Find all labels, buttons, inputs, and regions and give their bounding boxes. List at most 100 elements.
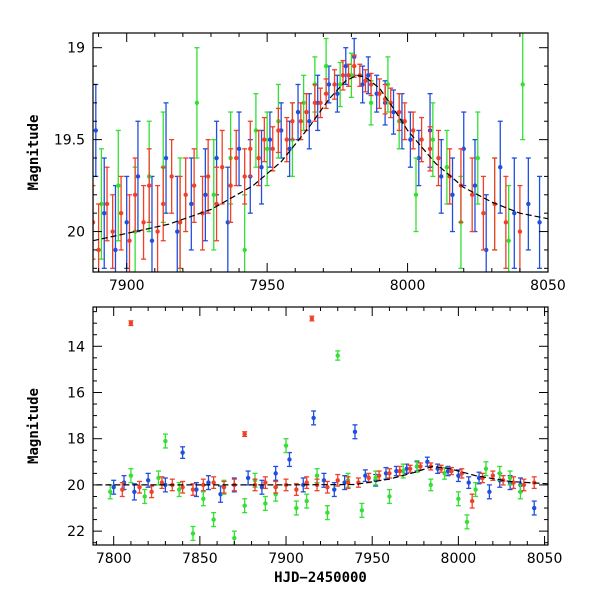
data-point (163, 102, 169, 214)
data-point (242, 431, 248, 438)
data-point (376, 78, 382, 110)
data-point (407, 111, 413, 168)
data-point (289, 102, 295, 141)
series-3 (93, 54, 523, 272)
data-point (430, 102, 436, 178)
data-point (245, 470, 251, 486)
data-point (98, 148, 104, 260)
data-point (475, 111, 481, 205)
data-point (221, 480, 227, 494)
data-point (417, 462, 423, 471)
data-point (365, 56, 371, 95)
data-point (242, 194, 248, 272)
data-point (407, 464, 413, 473)
data-point (303, 93, 309, 132)
data-point (368, 72, 374, 97)
x-tick-label: 7800 (96, 551, 132, 567)
data-point (435, 129, 441, 187)
data-point (205, 475, 211, 491)
x-tick-label: 7850 (182, 551, 218, 567)
data-point (506, 184, 512, 272)
data-point (190, 525, 196, 542)
data-point (334, 74, 340, 113)
y-tick-label: 19.5 (54, 133, 85, 149)
data-point (233, 129, 239, 187)
data-point (517, 484, 523, 500)
plot-area-2 (96, 315, 548, 545)
y-tick-label: 16 (67, 385, 85, 401)
data-point (352, 424, 358, 440)
data-point (464, 514, 470, 530)
data-point (335, 473, 341, 487)
data-point (497, 120, 503, 214)
data-point (293, 500, 299, 516)
data-point (104, 166, 110, 242)
data-point (301, 74, 307, 132)
data-point (537, 175, 543, 269)
chart-panel-1: 7900 7950 8000 8050 19 19.5 20 Magnitude (26, 32, 566, 294)
data-point (383, 466, 389, 480)
data-point (507, 470, 513, 486)
data-point (219, 129, 225, 205)
data-point (128, 468, 134, 484)
data-point (444, 129, 450, 205)
data-point (483, 461, 489, 477)
data-point (261, 116, 267, 163)
data-point (284, 116, 290, 163)
data-point (511, 476, 517, 490)
data-point (110, 194, 116, 269)
data-point (264, 111, 270, 187)
data-point (469, 157, 475, 233)
data-point (345, 476, 351, 490)
data-point (335, 350, 341, 361)
data-point (273, 480, 279, 494)
data-point (483, 194, 489, 272)
data-point (101, 157, 107, 269)
data-point (469, 493, 475, 509)
data-point (450, 157, 456, 233)
data-point (262, 476, 268, 490)
data-point (283, 478, 289, 492)
data-point (159, 476, 165, 490)
data-point (480, 472, 486, 484)
data-point (295, 83, 301, 141)
data-point (149, 485, 155, 499)
data-point (438, 138, 444, 214)
y-tick-label: 18 (67, 432, 85, 448)
data-point (343, 47, 349, 86)
data-point (520, 33, 526, 141)
data-point (300, 477, 306, 493)
data-point (228, 148, 234, 224)
x-tick-label: 7900 (268, 551, 304, 567)
data-point (183, 157, 189, 233)
data-point (324, 505, 330, 521)
data-point (324, 480, 330, 494)
data-point (473, 481, 479, 498)
data-point (214, 166, 220, 242)
y-tick-label: 20 (67, 478, 85, 494)
data-point (312, 83, 318, 122)
x-tick-label: 7950 (249, 278, 285, 294)
data-point (145, 472, 151, 488)
data-point (355, 477, 361, 488)
model-curve (96, 465, 548, 486)
data-point (521, 478, 527, 492)
data-point (202, 148, 208, 242)
chart-panel-2: 7800 7850 7900 7950 8000 8050 14 16 18 20 22 Magnit… (26, 306, 563, 586)
data-point (332, 69, 338, 100)
y-axis-label: Magnitude (26, 388, 42, 464)
data-point (428, 478, 434, 492)
data-point (287, 120, 293, 178)
data-point (427, 126, 433, 172)
data-point (525, 157, 531, 251)
data-point (362, 469, 368, 483)
data-point (180, 446, 186, 459)
data-point (362, 69, 368, 93)
data-point (132, 157, 138, 233)
plot-area-1 (93, 33, 548, 272)
data-point (386, 468, 392, 479)
x-tick-label: 8050 (527, 551, 563, 567)
plot-frame (92, 306, 549, 546)
data-point (385, 56, 391, 113)
data-point (309, 315, 315, 322)
